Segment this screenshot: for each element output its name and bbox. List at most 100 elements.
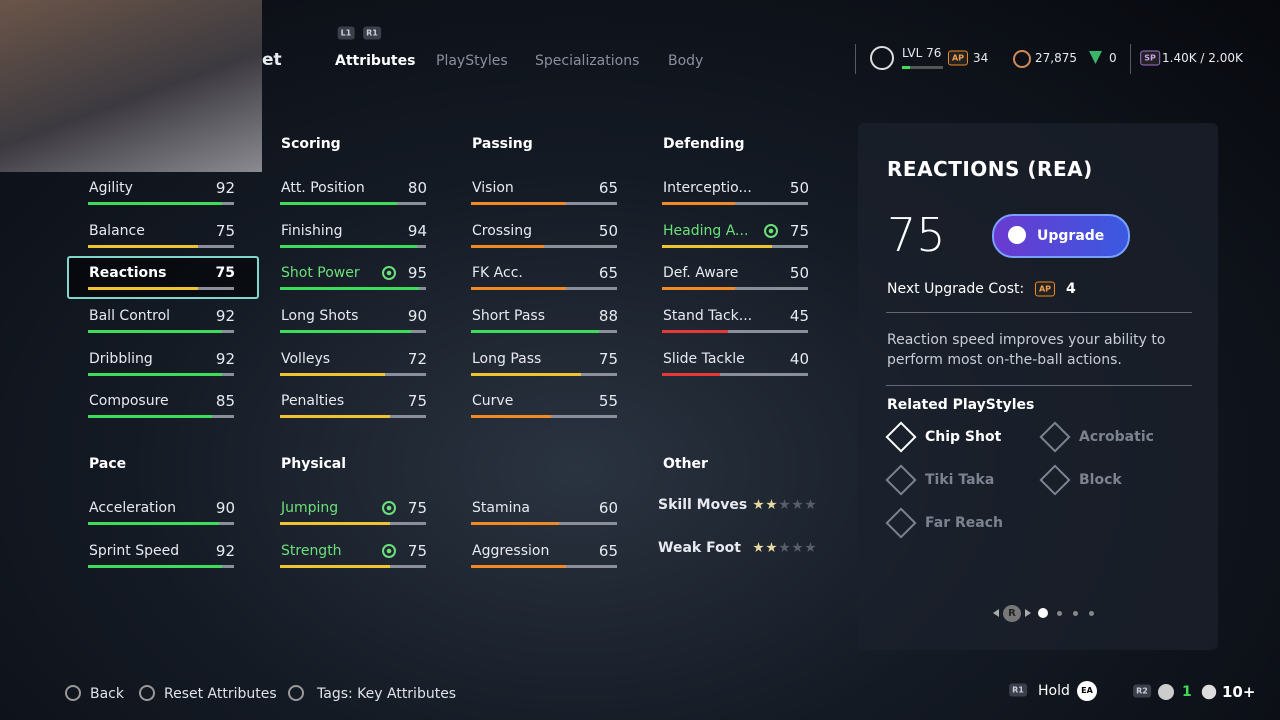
attribute-name: Reactions: [89, 265, 167, 281]
button-icon: [1008, 226, 1026, 244]
bar-fill: [662, 330, 728, 333]
attribute-value: 50: [789, 179, 809, 197]
pager-dot: [1088, 610, 1094, 616]
attribute-value: 60: [598, 499, 618, 517]
screen-title: et: [262, 50, 282, 70]
attribute-name: Crossing: [472, 223, 533, 239]
button-icon: [65, 685, 81, 701]
bar-fill: [280, 565, 390, 568]
bar-fill: [280, 202, 397, 205]
detail-value: 75: [887, 208, 946, 262]
cost-label: Next Upgrade Cost:: [887, 281, 1025, 297]
star: [779, 499, 790, 510]
bar-track: [662, 330, 808, 333]
star: [779, 542, 790, 553]
footer-hint: Back: [90, 686, 124, 702]
attribute-name: Volleys: [281, 351, 331, 367]
bar-fill: [280, 522, 390, 525]
r1-badge: R1: [1009, 683, 1027, 697]
bar-fill: [471, 415, 552, 418]
bar-track: [662, 202, 808, 205]
upgrade-button[interactable]: Upgrade: [992, 214, 1130, 258]
attribute-value: 95: [407, 264, 427, 282]
tab: PlayStyles: [436, 53, 508, 69]
attribute-name: Penalties: [281, 393, 345, 409]
star: [753, 542, 764, 553]
attribute-name: Short Pass: [472, 308, 546, 324]
attribute-value: 65: [598, 179, 618, 197]
pager-arrow: [993, 609, 999, 617]
ap-badge: AP: [947, 50, 969, 66]
playstyle-name: Block: [1079, 472, 1122, 488]
attribute-value: 75: [407, 542, 427, 560]
attribute-name: Vision: [472, 180, 514, 196]
level-bar-fill: [902, 66, 910, 69]
bar-fill: [471, 373, 581, 376]
playstyle-name: Chip Shot: [925, 429, 1002, 445]
bar-fill: [280, 287, 419, 290]
level-icon: [870, 46, 894, 70]
level: LVL 76: [902, 46, 942, 60]
description: Reaction speed improves your ability to …: [887, 332, 1166, 368]
cost: 4: [1066, 281, 1076, 297]
attribute-name: Finishing: [281, 223, 343, 239]
selected-box: [67, 256, 259, 299]
attribute-name: FK Acc.: [472, 265, 523, 281]
attribute-name: Long Pass: [472, 351, 542, 367]
group-title: Defending: [663, 136, 745, 152]
bar-fill: [471, 245, 544, 248]
attribute-value: 92: [215, 179, 235, 197]
attribute-value: 75: [215, 222, 235, 240]
bar-fill: [88, 415, 213, 418]
bar-fill: [662, 373, 721, 376]
playstyle-icon: [382, 501, 396, 515]
attribute-name: Dribbling: [89, 351, 153, 367]
pager-dot: [1038, 608, 1048, 618]
attribute-name: Att. Position: [281, 180, 365, 196]
count: 1: [1182, 684, 1192, 700]
bar-track: [662, 373, 808, 376]
attribute-name: Agility: [89, 180, 133, 196]
footer-hint: Reset Attributes: [164, 686, 277, 702]
status-divider: [1130, 44, 1131, 74]
tab: Body: [668, 53, 704, 69]
tab: Specializations: [535, 53, 640, 69]
group-title: Scoring: [281, 136, 341, 152]
pager-button: R: [1003, 605, 1021, 622]
related-title: Related PlayStyles: [887, 397, 1035, 413]
attribute-value: 75: [407, 392, 427, 410]
bar-fill: [280, 330, 412, 333]
attribute-value: 90: [215, 499, 235, 517]
attribute-name: Strength: [281, 543, 342, 559]
attribute-name: Balance: [89, 223, 145, 239]
bar-fill: [280, 373, 386, 376]
coins: 27,875: [1035, 51, 1077, 65]
status-divider: [855, 44, 856, 74]
bar-fill: [471, 202, 566, 205]
upgrade-label: Upgrade: [1037, 228, 1105, 244]
bar-fill: [88, 522, 220, 525]
playstyle-icon: [382, 544, 396, 558]
footer-hint: Tags: Key Attributes: [317, 686, 457, 702]
attribute-value: 75: [215, 265, 235, 281]
attribute-value: 72: [407, 350, 427, 368]
bar-fill: [662, 287, 735, 290]
bar-fill: [88, 287, 198, 290]
webcam-overlay: [0, 0, 262, 172]
attribute-name: Skill Moves: [658, 497, 748, 513]
pager-dot: [1056, 610, 1062, 616]
bar-fill: [471, 522, 559, 525]
divider: [886, 385, 1192, 386]
attribute-value: 80: [407, 179, 427, 197]
bar-fill: [280, 245, 418, 248]
ap-amount: 34: [973, 51, 989, 65]
coin-icon: [1013, 50, 1031, 68]
attribute-value: 85: [215, 392, 235, 410]
points: 0: [1109, 51, 1117, 65]
bar-fill: [471, 330, 600, 333]
bar-fill: [88, 373, 223, 376]
bar-fill: [88, 565, 223, 568]
attribute-value: 65: [598, 264, 618, 282]
attribute-name: Composure: [89, 393, 169, 409]
